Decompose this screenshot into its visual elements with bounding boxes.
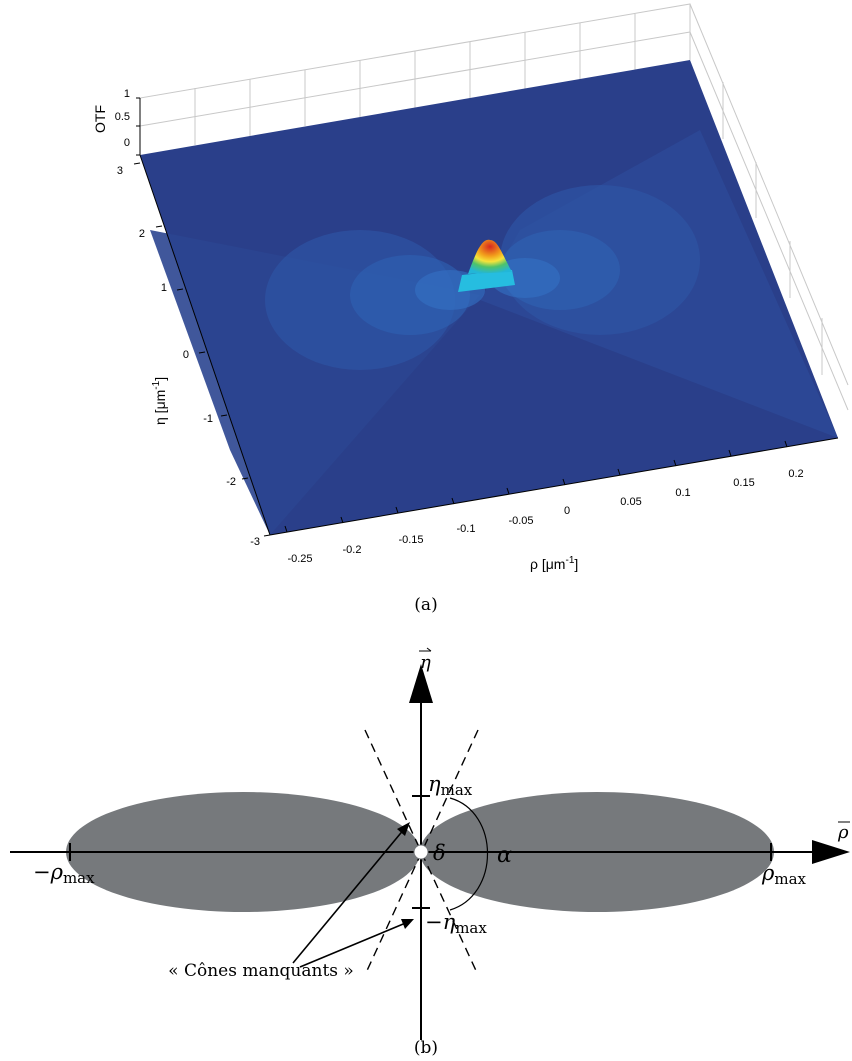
z-axis-label: OTF <box>92 105 108 133</box>
rho-tick: 0.05 <box>620 496 641 508</box>
rho-tick: -0.05 <box>508 515 533 527</box>
eta-max-label: ηmax <box>428 772 473 799</box>
z-axis: 1 0.5 0 OTF <box>92 88 141 156</box>
eta-tick: 1 <box>161 282 167 294</box>
z-tick: 0 <box>124 137 130 149</box>
eta-tick: -2 <box>226 476 236 488</box>
rho-axis-label: ρ [μm-1] <box>530 555 578 572</box>
rho-axis: -0.25 -0.2 -0.15 -0.1 -0.05 0 0.05 0.1 0… <box>269 437 839 572</box>
plot-box-grid <box>139 3 849 411</box>
rho-tick: 0.2 <box>788 468 803 480</box>
neg-eta-max-label: −ηmax <box>425 910 487 937</box>
rho-tick: 0.15 <box>733 477 754 489</box>
origin-gap <box>413 844 429 860</box>
caption-b: (b) <box>414 1038 438 1058</box>
eta-axis: 3 2 1 0 -1 -2 -3 η [μm-1] <box>117 154 271 548</box>
z-tick: 0.5 <box>115 111 130 123</box>
missing-cones-pointers <box>292 822 414 968</box>
eta-tick: 3 <box>117 165 123 177</box>
rho-tick: -0.25 <box>287 553 312 565</box>
otf-3d-plot: 1 0.5 0 OTF 3 2 1 0 -1 -2 -3 η [μm <box>92 3 849 615</box>
rho-axis-symbol: ρ <box>837 822 849 843</box>
caption-a: (a) <box>414 595 437 615</box>
alpha-label: α <box>497 843 512 868</box>
rho-tick: 0.1 <box>675 487 690 499</box>
missing-cone-diagram: η ρ ηmax −ηmax ρmax −ρmax δ α <box>10 647 850 1058</box>
neg-rho-max-label: −ρmax <box>33 860 95 887</box>
rho-tick: -0.2 <box>343 544 362 556</box>
eta-axis-label: η [μm-1] <box>151 377 168 425</box>
rho-tick: -0.15 <box>398 534 423 546</box>
delta-label: δ <box>433 841 446 865</box>
eta-vector-axis: η <box>409 647 433 1040</box>
eta-tick: -3 <box>250 536 260 548</box>
alpha-arc <box>449 797 489 911</box>
eta-tick: 0 <box>183 349 189 361</box>
eta-tick: -1 <box>203 413 213 425</box>
eta-axis-symbol: η <box>420 652 431 673</box>
missing-cones-label: « Cônes manquants » <box>168 961 354 981</box>
rho-tick: -0.1 <box>457 523 476 535</box>
z-tick: 1 <box>124 88 130 100</box>
eta-tick: 2 <box>139 228 145 240</box>
otf-peak <box>458 239 515 292</box>
rho-max-label: ρmax <box>761 861 807 888</box>
rho-tick: 0 <box>564 505 570 517</box>
